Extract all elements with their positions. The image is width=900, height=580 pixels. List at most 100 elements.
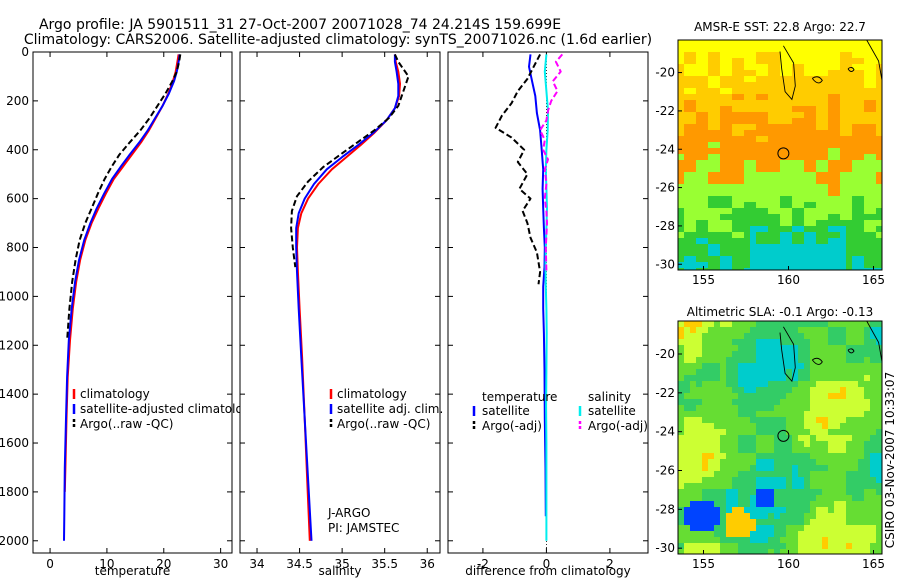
temperature-ytick-label: 1800 (0, 485, 29, 499)
sla_map-cell (834, 327, 841, 334)
sla_map-ytick-label: -22 (655, 386, 675, 400)
sla_map-cell (870, 333, 877, 340)
sla_map-cell (804, 531, 811, 538)
sst_map-cell (702, 130, 709, 137)
sla_map-cell (762, 543, 769, 550)
sst_map-cell (828, 244, 835, 251)
sla_map-cell (714, 417, 721, 424)
sst_map-cell (792, 124, 799, 131)
sla_map-cell (786, 369, 793, 376)
sst_map-cell (678, 268, 685, 270)
sst_map-cell (876, 40, 882, 47)
sla_map-cell (798, 357, 805, 364)
sla_map-cell (732, 465, 739, 472)
sla_map-cell (696, 345, 703, 352)
sst_map-cell (816, 64, 823, 71)
sla_map-cell (750, 333, 757, 340)
sla_map-cell (768, 447, 775, 454)
sst_map-cell (678, 58, 685, 65)
sst_map-cell (714, 40, 721, 47)
sla_map-cell (828, 531, 835, 538)
sst_map-cell (702, 52, 709, 59)
sst_map-cell (810, 70, 817, 77)
sst_map-cell (852, 238, 859, 245)
sla_map-cell (720, 381, 727, 388)
sst_map-cell (690, 130, 697, 137)
sla_map-cell (834, 513, 841, 520)
sst_map-cell (744, 196, 751, 203)
sla_map-cell (798, 489, 805, 496)
sst_map-cell (738, 232, 745, 239)
sla_map-cell (756, 471, 763, 478)
sla_map-cell (714, 513, 721, 520)
sla_map-cell (876, 375, 882, 382)
sst_map-cell (798, 124, 805, 131)
sst_map-cell (798, 244, 805, 251)
sst_map-cell (828, 142, 835, 149)
sst_map-cell (744, 88, 751, 95)
sla_map-cell (840, 483, 847, 490)
sst_map-cell (756, 220, 763, 227)
sla_map-cell (756, 399, 763, 406)
sst_map-cell (810, 64, 817, 71)
sla_map-cell (684, 447, 691, 454)
sst_map-cell (846, 112, 853, 119)
sla_map-cell (852, 513, 859, 520)
sst_map-cell (870, 196, 877, 203)
sst_map-cell (714, 82, 721, 89)
sla_map-cell (810, 375, 817, 382)
salinity-xlabel: salinity (318, 564, 361, 578)
sst_map-cell (804, 136, 811, 143)
sla_map-cell (756, 417, 763, 424)
sla_map-cell (696, 519, 703, 526)
sst_map-cell (858, 148, 865, 155)
sla_map-cell (762, 351, 769, 358)
sst_map-cell (750, 178, 757, 185)
sla_map-cell (828, 393, 835, 400)
sst_map-cell (792, 70, 799, 77)
sla_map-cell (816, 483, 823, 490)
sst_map-cell (780, 178, 787, 185)
sla_map-cell (738, 459, 745, 466)
sla_map-cell (810, 483, 817, 490)
sla_map-cell (684, 393, 691, 400)
sla_map-cell (738, 519, 745, 526)
sla_map-cell (786, 543, 793, 550)
sst_map-cell (690, 100, 697, 107)
sst_map-cell (726, 88, 733, 95)
sst_map-cell (762, 88, 769, 95)
sst_map-cell (750, 226, 757, 233)
sla_map-argo-marker (777, 429, 790, 442)
sla_map-cell (798, 321, 805, 328)
sst_map-cell (810, 112, 817, 119)
temperature-legend-label: Argo(..raw -QC) (80, 417, 173, 431)
sst_map-cell (726, 118, 733, 125)
sla_map-cell (786, 537, 793, 544)
sla_map-cell (678, 399, 685, 406)
sst_map-cell (726, 136, 733, 143)
sla_map-cell (678, 393, 685, 400)
sla_map-cell (768, 459, 775, 466)
sst_map-cell (726, 100, 733, 107)
salinity-legend-label: Argo(..raw -QC) (337, 417, 430, 431)
sla_map-cell (696, 321, 703, 328)
sst_map-cell (876, 190, 882, 197)
sst_map-cell (702, 70, 709, 77)
sla_map-cell (726, 495, 733, 502)
sst_map-cell (864, 118, 871, 125)
sla_map-cell (696, 423, 703, 430)
sla_map-cell (756, 549, 763, 554)
sla_map-cell (870, 405, 877, 412)
temperature-ytick-label: 400 (6, 143, 29, 157)
sla_map-cell (876, 507, 882, 514)
sst_map-cell (750, 112, 757, 119)
sst_map-cell (858, 124, 865, 131)
sst_map-cell (678, 226, 685, 233)
sla_map-cell (780, 531, 787, 538)
sla_map-cell (870, 525, 877, 532)
sst_map-cell (852, 262, 859, 269)
sst_map-cell (834, 178, 841, 185)
sst_map-cell (702, 226, 709, 233)
sst_map-cell (816, 238, 823, 245)
sst_map-cell (816, 82, 823, 89)
